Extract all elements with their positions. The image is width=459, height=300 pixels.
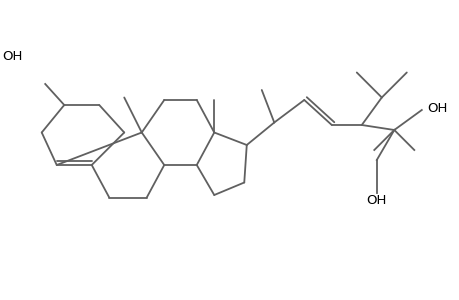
Text: OH: OH [426, 102, 446, 115]
Text: OH: OH [3, 50, 23, 63]
Text: OH: OH [366, 194, 386, 206]
